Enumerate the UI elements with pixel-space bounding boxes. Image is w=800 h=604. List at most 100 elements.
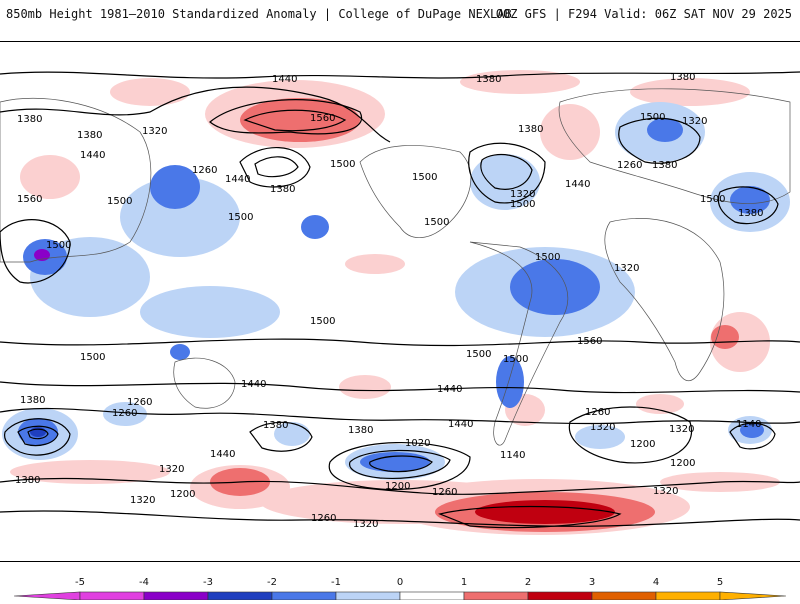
contour-label: 1260 [192,165,217,176]
legend-swatch [591,591,657,601]
map-canvas: 1440 1380 1380 1380 1560 1500 1380 1320 … [0,42,800,561]
contour-line [568,406,693,464]
contour-label: 1500 [700,194,725,205]
anomaly-shading [2,70,790,535]
contour-line [3,418,71,456]
legend-swatch [207,591,273,601]
contour-label: 1500 [640,112,665,123]
contour-label: 1260 [112,408,137,419]
negative-anomaly [150,165,200,209]
contour-label: 1260 [617,160,642,171]
legend-tick-label: 4 [653,577,659,588]
contour-label: 1500 [535,252,560,263]
legend-swatch [335,591,401,601]
contour-label: 1380 [348,425,373,436]
contour-label: 1380 [15,475,40,486]
contour-line [239,147,311,188]
asia-east-outline [0,97,152,263]
contour-line [438,505,622,529]
contour-line [17,425,59,447]
south-america-outline [469,241,569,446]
contour-label: 1260 [432,487,457,498]
contour-label: 1500 [503,354,528,365]
positive-anomaly [345,254,405,274]
legend-swatch [655,591,721,601]
legend-tick-label: 1 [461,577,467,588]
contour-label: 1380 [263,420,288,431]
negative-anomaly [740,422,764,438]
contour-label: 1560 [17,194,42,205]
negative-anomaly [496,356,524,408]
negative-anomaly [301,215,329,239]
contour-line [249,421,313,452]
contour-label: 1500 [228,212,253,223]
color-legend-canvas: -5 -4 -3 -2 -1 0 1 2 3 4 5 [13,577,787,601]
negative-anomaly [170,344,190,360]
contour-label: 1500 [310,316,335,327]
contour-label: 1380 [270,184,295,195]
legend-tick-label: 2 [525,577,531,588]
negative-anomaly [647,118,683,142]
contour-line [254,156,299,178]
contour-line [328,441,471,491]
legend-tick-label: -2 [267,577,277,588]
contour-label: 1440 [272,74,297,85]
negative-anomaly [730,186,770,214]
contour-label: 1320 [669,424,694,435]
contour-label: 1560 [577,336,602,347]
contour-label: 1320 [159,464,184,475]
contour-label: 1500 [510,199,535,210]
positive-anomaly [636,394,684,414]
run-info: 00Z GFS | F294 Valid: 06Z SAT NOV 29 202… [495,7,792,21]
negative-anomaly [140,286,280,338]
positive-anomaly [110,78,190,106]
contour-label: 1380 [20,395,45,406]
legend-swatch [399,591,465,601]
legend-swatch [79,591,145,601]
contour-label: 1500 [107,196,132,207]
contour-label: 1320 [142,126,167,137]
contour-line [0,338,800,347]
contour-label: 1320 [353,519,378,530]
legend-tick-label: 0 [397,577,403,588]
contour-label: 1200 [670,458,695,469]
positive-anomaly [240,98,360,142]
north-america-outline [359,145,472,239]
negative-anomaly [120,177,240,257]
contour-label: 1500 [424,217,449,228]
positive-anomaly [20,155,80,199]
contour-label: 1380 [77,130,102,141]
africa-outline [604,218,725,382]
contour-line [0,477,800,495]
contour-label: 1380 [17,114,42,125]
contour-label: 1440 [565,179,590,190]
legend-arrow-low [13,591,81,601]
contour-label: 1320 [590,422,615,433]
contour-label: 1200 [170,489,195,500]
contour-label: 1380 [738,208,763,219]
contour-line [0,219,71,284]
legend-swatch [271,591,337,601]
contour-label: 1500 [330,159,355,170]
contour-label: 1320 [510,189,535,200]
legend-swatch [143,591,209,601]
contour-line [0,86,391,143]
positive-anomaly [711,325,739,349]
legend-tick-label: 5 [717,577,723,588]
contour-line [369,455,433,473]
color-legend: -5 -4 -3 -2 -1 0 1 2 3 4 5 [0,560,800,601]
contour-label: 1260 [127,397,152,408]
positive-anomaly [630,78,750,106]
legend-tick-label: -4 [139,577,149,588]
coastlines [0,88,791,446]
legend-tick-label: -3 [203,577,213,588]
contour-label: 1440 [448,419,473,430]
contour-line [27,428,49,440]
contour-line [480,153,533,190]
contour-line [729,422,776,450]
contour-label: 1380 [476,74,501,85]
contour-label: 1260 [585,407,610,418]
contour-line [0,510,800,527]
anomaly-map: 1440 1380 1380 1380 1560 1500 1380 1320 … [0,41,800,562]
contour-label: 1440 [241,379,266,390]
